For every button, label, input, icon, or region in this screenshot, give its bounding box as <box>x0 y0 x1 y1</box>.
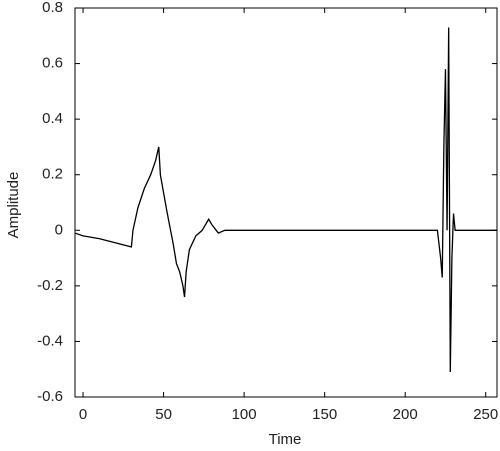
x-tick-label: 0 <box>79 406 87 423</box>
data-line <box>74 27 497 372</box>
x-axis-label: Time <box>269 431 302 448</box>
y-tick-label: 0 <box>55 221 63 238</box>
x-tick-label: 50 <box>155 406 172 423</box>
y-tick-label: -0.2 <box>37 277 63 294</box>
x-tick-label: 150 <box>312 406 337 423</box>
x-tick-label: 250 <box>473 406 498 423</box>
y-tick-label: 0.8 <box>42 0 63 16</box>
y-axis-label: Amplitude <box>5 172 22 239</box>
y-tick-label: 0.2 <box>42 166 63 183</box>
y-tick-label: -0.6 <box>37 388 63 405</box>
y-tick-label: 0.6 <box>42 55 63 72</box>
x-tick-label: 200 <box>393 406 418 423</box>
x-tick-label: 100 <box>232 406 257 423</box>
y-tick-label: -0.4 <box>37 332 63 349</box>
plot-frame <box>74 7 498 398</box>
y-tick-label: 0.4 <box>42 110 63 127</box>
